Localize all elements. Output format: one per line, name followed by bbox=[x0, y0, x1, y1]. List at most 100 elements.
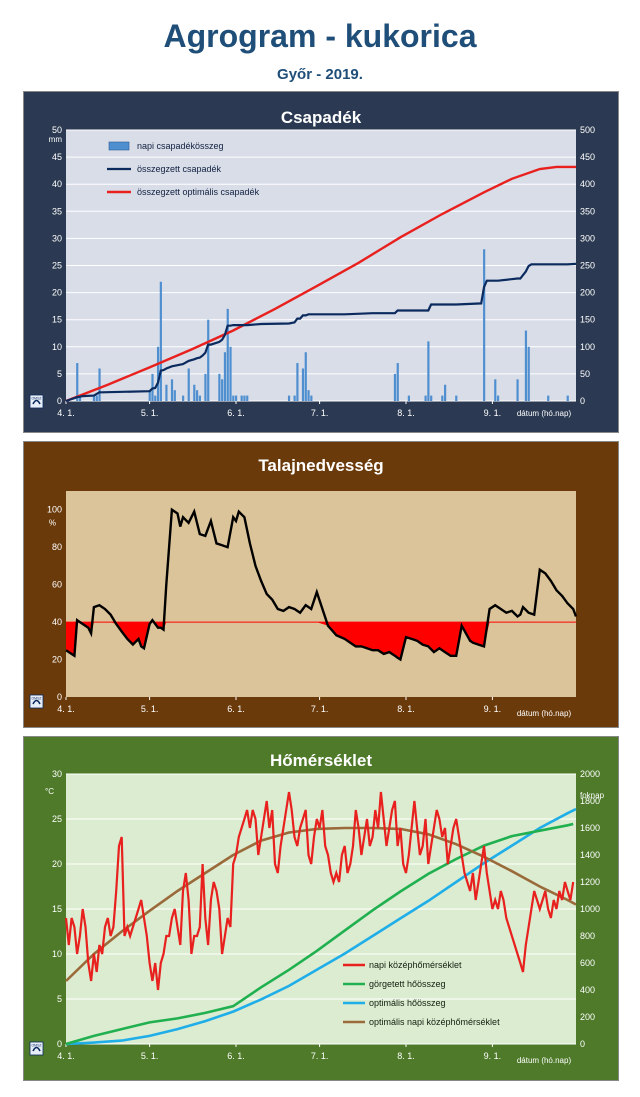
precip-bar bbox=[287, 395, 291, 401]
precip-bar bbox=[193, 384, 196, 401]
legend-label: összegzett csapadék bbox=[137, 164, 222, 174]
precip-bar bbox=[229, 346, 232, 401]
soil-moisture-chart: Talajnedvesség 0 20 40 60 80 100% 4. 1. 5. 1. 6. … bbox=[29, 456, 578, 718]
optimal-cumulative-precip-line bbox=[65, 165, 576, 403]
y-tick-label: 40 bbox=[52, 179, 62, 189]
y2-tick-label: 1200 bbox=[580, 877, 600, 887]
precip-bar bbox=[98, 368, 101, 401]
legend-label: napi középhőmérséklet bbox=[369, 960, 462, 970]
y-tick-label: 15 bbox=[52, 904, 62, 914]
x-tick-label: 5. 1. bbox=[141, 704, 159, 714]
y-tick-label: 25 bbox=[52, 814, 62, 824]
temperature-panel: Hőmérséklet 0 5 10 15 20 25 30 0 200 400 600 800 1000… bbox=[23, 736, 619, 1081]
x-axis-label: dátum (hó.nap) bbox=[517, 1056, 572, 1065]
x-tick-label: 7. 1. bbox=[311, 1051, 329, 1061]
temperature-chart: Hőmérséklet 0 5 10 15 20 25 30 0 200 400 600 800 1000… bbox=[29, 751, 605, 1065]
precip-bar bbox=[165, 384, 168, 401]
precip-bar bbox=[226, 308, 229, 401]
y-axis-unit: °C bbox=[45, 787, 54, 796]
x-tick-label: 5. 1. bbox=[141, 408, 159, 418]
x-tick-label: 9. 1. bbox=[484, 704, 502, 714]
precip-bar bbox=[187, 368, 190, 401]
precip-bar bbox=[221, 379, 224, 401]
x-tick-label: 4. 1. bbox=[57, 1051, 75, 1061]
precip-bar bbox=[455, 395, 458, 401]
x-tick-label: 8. 1. bbox=[397, 1051, 415, 1061]
y-tick-label: 30 bbox=[52, 769, 62, 779]
soil-moisture-panel: Talajnedvesség 0 20 40 60 80 100% 4. 1. 5. 1. 6. … bbox=[23, 441, 619, 728]
precip-bar bbox=[246, 395, 249, 401]
y2-tick-label: 800 bbox=[580, 931, 595, 941]
y-tick-label: 50 bbox=[52, 125, 62, 135]
y2-tick-label: 0 bbox=[580, 396, 585, 406]
precip-bar bbox=[92, 395, 96, 401]
weather-logo-icon: OMSZ bbox=[29, 694, 44, 709]
precip-bar bbox=[524, 330, 528, 401]
chart-title: Csapadék bbox=[281, 108, 362, 127]
y2-tick-label: 250 bbox=[580, 261, 595, 271]
weather-logo-icon: OMSZ bbox=[29, 1041, 44, 1056]
precip-bar bbox=[235, 395, 238, 401]
y-tick-label: 20 bbox=[52, 655, 62, 665]
precip-bar bbox=[527, 346, 530, 401]
y-tick-label: 60 bbox=[52, 580, 62, 590]
precip-bar bbox=[156, 346, 160, 401]
y2-tick-label: 300 bbox=[580, 233, 595, 243]
precip-bar bbox=[296, 363, 299, 401]
logo-text: OMSZ bbox=[31, 397, 42, 401]
precip-bar bbox=[76, 363, 79, 401]
precip-bar bbox=[182, 395, 185, 401]
cumulative-precip-line bbox=[65, 262, 577, 403]
x-tick-label: 7. 1. bbox=[311, 704, 329, 714]
soil-moisture-line bbox=[65, 507, 578, 662]
precip-bar bbox=[393, 373, 397, 401]
y2-tick-label: 1400 bbox=[580, 850, 600, 860]
precip-bar bbox=[424, 395, 427, 401]
chart-title: Talajnedvesség bbox=[258, 456, 383, 475]
precip-bar bbox=[159, 281, 162, 401]
y-tick-label: 30 bbox=[52, 233, 62, 243]
x-tick-label: 5. 1. bbox=[141, 1051, 159, 1061]
precip-bar bbox=[441, 395, 444, 401]
precip-bar bbox=[396, 363, 399, 401]
x-tick-label: 4. 1. bbox=[57, 704, 75, 714]
y-tick-label: 100 bbox=[47, 505, 62, 515]
y2-tick-label: 500 bbox=[580, 125, 595, 135]
y-tick-label: 0 bbox=[57, 692, 62, 702]
y-tick-label: 10 bbox=[52, 949, 62, 959]
precip-bar bbox=[223, 352, 227, 401]
precip-bar bbox=[304, 352, 307, 401]
logo-text: OMSZ bbox=[31, 1044, 42, 1048]
legend-label: optimális hőösszeg bbox=[369, 998, 446, 1008]
precip-bar bbox=[198, 395, 201, 401]
y2-tick-label: 50 bbox=[580, 369, 590, 379]
precip-bar bbox=[78, 395, 82, 401]
y-tick-label: 15 bbox=[52, 315, 62, 325]
legend-label: görgetett hőösszeg bbox=[369, 979, 446, 989]
x-tick-label: 6. 1. bbox=[227, 1051, 245, 1061]
optimal-daily-temp-line bbox=[65, 826, 577, 982]
precip-bar bbox=[430, 395, 433, 401]
deficit-area bbox=[66, 622, 576, 660]
x-tick-label: 9. 1. bbox=[484, 408, 502, 418]
y2-tick-label: 400 bbox=[580, 179, 595, 189]
legend-label: napi csapadékösszeg bbox=[137, 141, 224, 151]
y-tick-label: 0 bbox=[57, 1039, 62, 1049]
precip-bar bbox=[407, 395, 410, 401]
precip-bar bbox=[173, 390, 176, 401]
precip-bar bbox=[293, 395, 296, 401]
y2-tick-label: 2000 bbox=[580, 769, 600, 779]
y-tick-label: 35 bbox=[52, 206, 62, 216]
precipitation-panel: Csapadék 0 5 10 15 20 25 30 35 40 45 50 0 50 100 150 200… bbox=[23, 91, 619, 433]
y2-tick-label: 0 bbox=[580, 1039, 585, 1049]
rolling-heat-sum-line bbox=[65, 822, 574, 1046]
precip-bar bbox=[301, 368, 305, 401]
precip-bar bbox=[444, 384, 447, 401]
precipitation-chart: Csapadék05101520253035404550050100150200… bbox=[29, 108, 595, 418]
y-tick-label: 10 bbox=[52, 342, 62, 352]
precip-bar bbox=[307, 390, 310, 401]
precip-bar bbox=[494, 379, 497, 401]
precip-bar bbox=[170, 379, 174, 401]
x-tick-label: 8. 1. bbox=[397, 408, 415, 418]
precip-bar bbox=[218, 373, 221, 401]
